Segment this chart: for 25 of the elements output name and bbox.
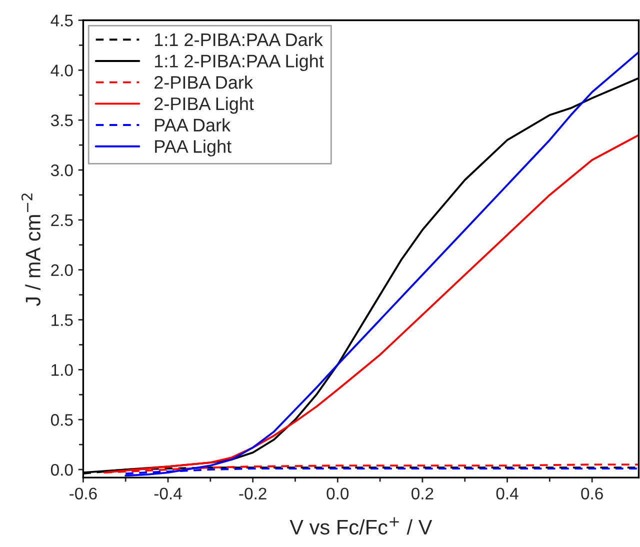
legend-label: 1:1 2-PIBA:PAA Light — [154, 54, 324, 72]
legend-label: 1:1 2-PIBA:PAA Dark — [154, 32, 323, 46]
x-tick-label: -0.6 — [70, 488, 97, 500]
x-tick-label: 0.6 — [581, 488, 603, 500]
y-tick-label: 3.0 — [50, 164, 73, 176]
x-tick-label: 0.4 — [496, 488, 518, 500]
y-tick-label: 1.5 — [52, 314, 73, 326]
x-tick-label: 0.0 — [326, 488, 349, 500]
x-axis-title: V vs Fc/Fc$^{+}$ / V — [290, 517, 432, 535]
x-tick-label: -0.2 — [239, 488, 266, 500]
y-tick-label: 4.0 — [50, 64, 73, 76]
x-tick-label: -0.4 — [154, 488, 182, 500]
y-tick-label: 4.5 — [50, 14, 73, 26]
legend-label: 2-PIBA Light — [154, 96, 254, 114]
y-tick-label: 0.5 — [50, 414, 73, 426]
y-tick-label: 2.5 — [51, 214, 73, 226]
x-tick-label: 0.2 — [412, 488, 434, 500]
y-tick-label: 2.0 — [51, 264, 73, 276]
y-axis-title: J / mA cm$^{−2}$ — [21, 194, 40, 306]
legend-label: 2-PIBA Dark — [154, 76, 253, 89]
legend-label: PAA Light — [155, 140, 232, 156]
y-tick-label: 3.5 — [50, 114, 73, 126]
y-tick-label: 1.0 — [52, 364, 73, 376]
y-tick-label: 0.0 — [50, 464, 73, 476]
legend-label: PAA Dark — [155, 118, 231, 132]
